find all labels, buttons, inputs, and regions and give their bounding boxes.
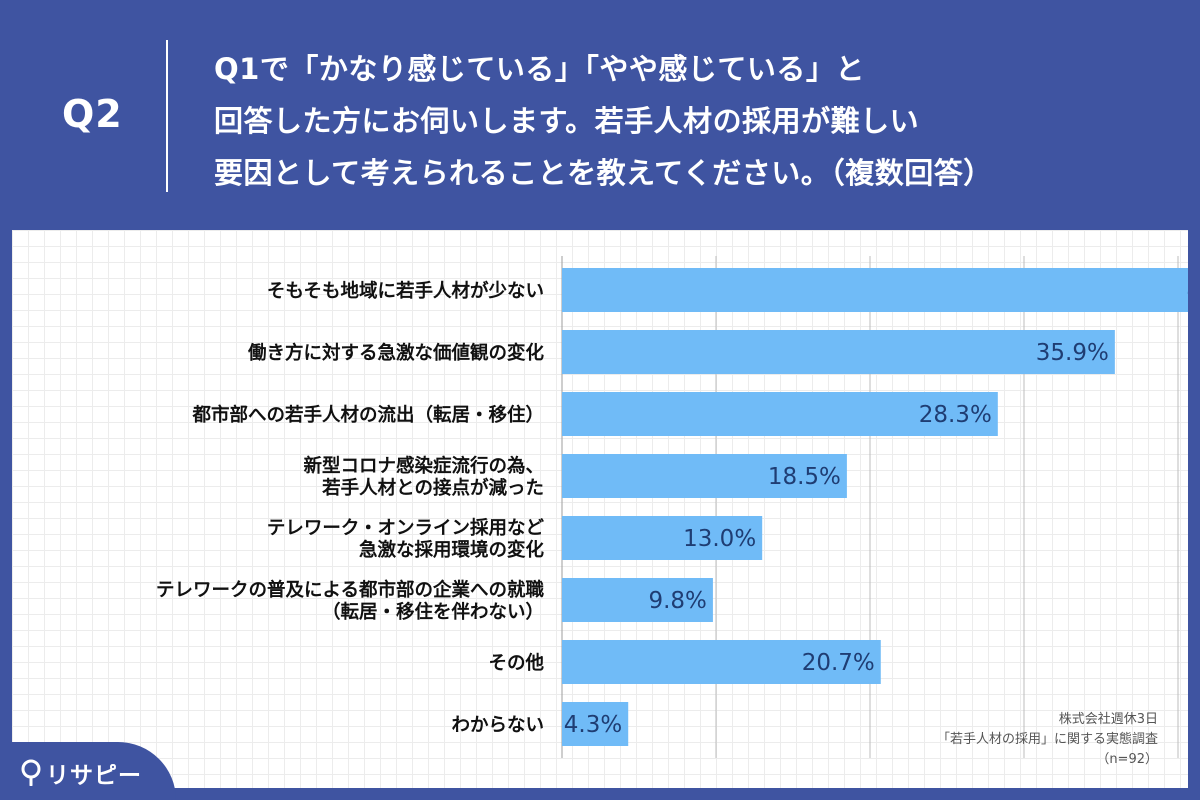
question-header: Q2 Q1で「かなり感じている」「やや感じている」と 回答した方にお伺いします。… xyxy=(0,0,1200,230)
value-label: 4.3% xyxy=(564,712,622,738)
question-text-line-1: Q1で「かなり感じている」「やや感じている」と xyxy=(214,52,865,86)
value-label: 9.8% xyxy=(648,588,706,614)
category-label: テレワークの普及による都市部の企業への就職 xyxy=(156,579,544,601)
category-label: 若手人材との接点が減った xyxy=(321,477,544,499)
bar xyxy=(562,392,998,436)
question-text-line-3: 要因として考えられることを教えてください。（複数回答） xyxy=(214,156,993,190)
value-label: 18.5% xyxy=(768,464,841,490)
bar xyxy=(562,640,881,684)
category-label: テレワーク・オンライン採用など xyxy=(267,517,545,539)
category-label: わからない xyxy=(451,715,544,736)
credit-survey: 「若手人材の採用」に関する実態調査 xyxy=(936,732,1158,747)
category-label: 都市部への若手人材の流出（転居・移住） xyxy=(191,404,544,426)
category-label: その他 xyxy=(488,652,544,674)
value-label: 45.7% xyxy=(1187,278,1188,304)
bar xyxy=(562,578,713,622)
value-label: 35.9% xyxy=(1036,340,1109,366)
brand-logo: リサピー xyxy=(0,742,176,800)
bar xyxy=(562,268,1188,312)
credit-sample-size: （n=92） xyxy=(1096,752,1158,767)
source-credit: 株式会社週休3日 「若手人材の採用」に関する実態調査 （n=92） xyxy=(937,710,1158,770)
question-text-line-2: 回答した方にお伺いします。若手人材の採用が難しい xyxy=(214,104,920,138)
credit-company: 株式会社週休3日 xyxy=(1058,712,1158,727)
value-label: 28.3% xyxy=(919,402,992,428)
bar xyxy=(562,516,763,560)
category-label: 急激な採用環境の変化 xyxy=(359,539,545,561)
category-label: そもそも地域に若手人材が少ない xyxy=(267,280,544,302)
brand-name: リサピー xyxy=(46,763,142,789)
bar xyxy=(562,702,629,746)
bar-chart: 45.7% そもそも地域に若手人材が少ない 35.9% 働き方に対する急激な価値観の変… xyxy=(156,256,1188,758)
category-label: （転居・移住を伴わない） xyxy=(322,601,544,623)
bar xyxy=(562,330,1115,374)
bar xyxy=(562,454,847,498)
category-label: 働き方に対する急激な価値観の変化 xyxy=(247,342,545,364)
question-number: Q2 xyxy=(62,92,123,136)
chart-panel: 45.7% そもそも地域に若手人材が少ない 35.9% 働き方に対する急激な価値観の変… xyxy=(12,230,1188,788)
category-label: 新型コロナ感染症流行の為、 xyxy=(303,455,544,477)
pin-icon xyxy=(21,759,41,786)
value-label: 20.7% xyxy=(802,650,875,676)
value-label: 13.0% xyxy=(683,526,756,552)
header-divider xyxy=(166,40,168,192)
